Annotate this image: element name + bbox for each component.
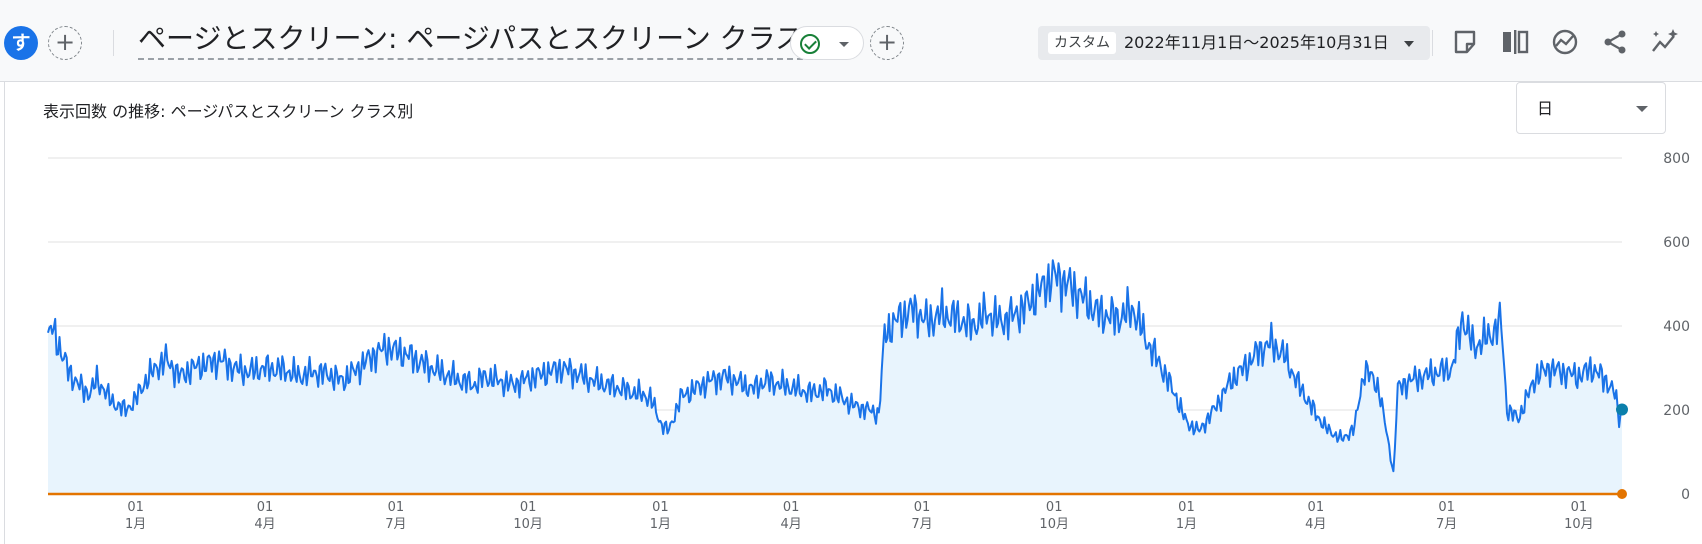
x-tick-month: 4月 xyxy=(254,517,275,532)
x-tick-month: 1月 xyxy=(125,517,146,532)
granularity-value: 日 xyxy=(1537,99,1554,118)
x-tick-day: 01 xyxy=(1438,500,1455,515)
date-range-picker[interactable]: カスタム 2022年11月1日～2025年10月31日 xyxy=(1038,26,1430,60)
x-tick-month: 7月 xyxy=(1436,517,1457,532)
x-tick-month: 10月 xyxy=(1039,517,1069,532)
x-tick-day: 01 xyxy=(652,500,669,515)
data-quality-chip[interactable] xyxy=(790,26,864,60)
baseline-end-point xyxy=(1617,489,1627,499)
x-tick-day: 01 xyxy=(1178,500,1195,515)
report-title: ページとスクリーン: ページパスとスクリーン クラス xyxy=(138,20,804,60)
x-tick-month: 1月 xyxy=(650,517,671,532)
chevron-down-icon xyxy=(1636,106,1648,112)
x-tick-day: 01 xyxy=(783,500,800,515)
x-tick-day: 01 xyxy=(1308,500,1325,515)
chevron-down-icon xyxy=(839,42,849,47)
x-tick-month: 7月 xyxy=(385,517,406,532)
x-tick-day: 01 xyxy=(520,500,537,515)
series-line xyxy=(47,259,1623,473)
divider xyxy=(113,30,114,56)
card-border xyxy=(4,82,5,544)
y-tick-label: 0 xyxy=(1681,487,1690,503)
compare-columns-icon[interactable] xyxy=(1500,27,1530,57)
x-tick-month: 4月 xyxy=(1305,517,1326,532)
chart-title: 表示回数 の推移: ページパスとスクリーン クラス別 xyxy=(43,102,414,121)
note-icon[interactable] xyxy=(1450,27,1480,57)
y-tick-label: 600 xyxy=(1663,235,1690,251)
x-tick-day: 01 xyxy=(127,500,144,515)
add-comparison-button[interactable]: + xyxy=(48,26,82,60)
series-end-point xyxy=(1616,403,1628,416)
add-filter-button[interactable]: + xyxy=(870,26,904,60)
x-tick-month: 7月 xyxy=(911,517,932,532)
x-tick-day: 01 xyxy=(914,500,931,515)
x-tick-day: 01 xyxy=(1046,500,1063,515)
insights-icon[interactable] xyxy=(1550,27,1580,57)
date-preset-label: カスタム xyxy=(1048,32,1116,54)
x-tick-month: 4月 xyxy=(781,517,802,532)
y-tick-label: 800 xyxy=(1663,151,1690,167)
report-header: す + ページとスクリーン: ページパスとスクリーン クラス + カスタム 20… xyxy=(0,0,1702,82)
granularity-dropdown[interactable]: 日 xyxy=(1516,82,1666,134)
y-tick-label: 200 xyxy=(1663,403,1690,419)
divider xyxy=(1432,30,1433,56)
sparkle-trend-icon[interactable] xyxy=(1650,27,1680,57)
x-tick-day: 01 xyxy=(257,500,274,515)
date-range-label: 2022年11月1日～2025年10月31日 xyxy=(1124,33,1389,52)
share-icon[interactable] xyxy=(1600,27,1630,57)
series-area xyxy=(48,260,1622,494)
check-circle-icon xyxy=(800,34,820,54)
x-tick-month: 1月 xyxy=(1176,517,1197,532)
avatar[interactable]: す xyxy=(4,26,38,60)
y-tick-label: 400 xyxy=(1663,319,1690,335)
x-tick-month: 10月 xyxy=(1564,517,1594,532)
x-tick-day: 01 xyxy=(1571,500,1588,515)
x-tick-month: 10月 xyxy=(513,517,543,532)
x-tick-day: 01 xyxy=(388,500,405,515)
chevron-down-icon xyxy=(1404,41,1414,47)
